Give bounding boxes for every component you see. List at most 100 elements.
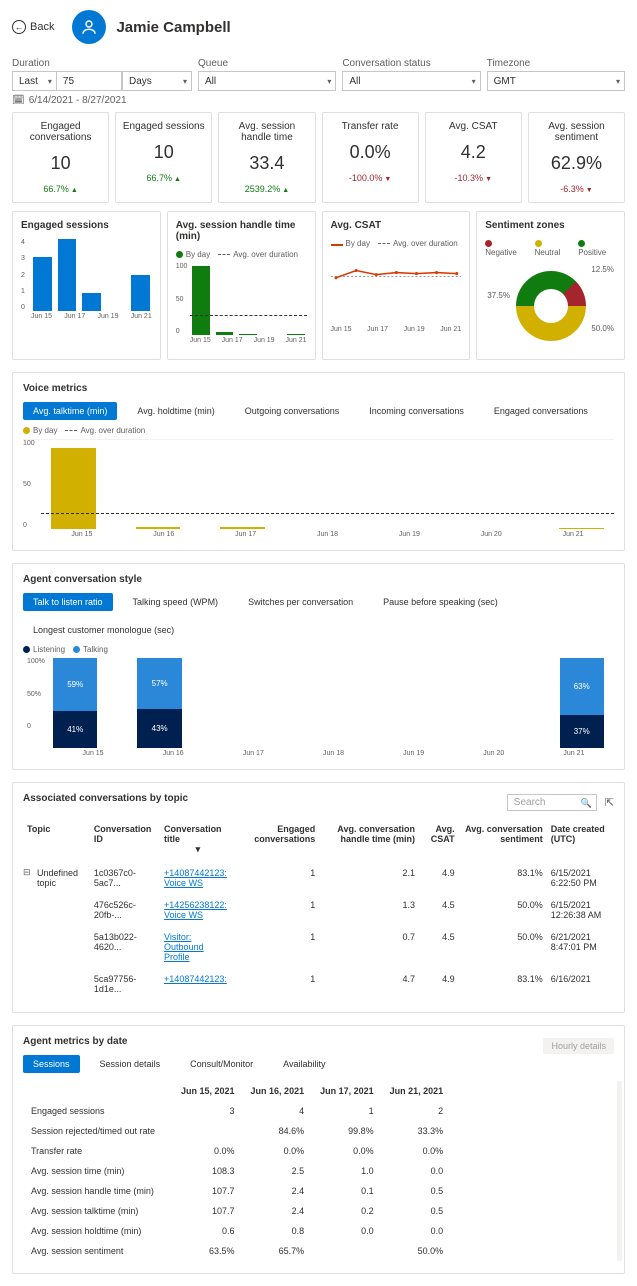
table-row: Undefined topic 1c0367c0-5ac7... +140874… (23, 862, 614, 895)
kpi-title: Engaged conversations (19, 121, 102, 143)
chart-bar (559, 528, 604, 529)
style-tab[interactable]: Pause before speaking (sec) (373, 593, 508, 611)
search-icon: 🔍 (581, 798, 592, 809)
status-label: Conversation status (342, 58, 480, 69)
table-row: Transfer rate0.0%0.0%0.0%0.0% (23, 1141, 451, 1161)
bydate-tab[interactable]: Availability (273, 1055, 335, 1073)
kpi-delta: -100.0% (329, 173, 412, 183)
kpi-delta: -6.3% (535, 184, 618, 194)
kpi-title: Transfer rate (329, 121, 412, 132)
date-col-header: Jun 16, 2021 (243, 1081, 313, 1101)
tz-label: Timezone (487, 58, 625, 69)
metric-row-label: Session rejected/timed out rate (23, 1121, 173, 1141)
kpi-delta: 66.7% (19, 184, 102, 194)
topics-table: TopicConversation IDConversation title▾E… (23, 818, 614, 1000)
conversation-link[interactable]: +14256238122:Voice WS (164, 900, 227, 920)
metric-row-label: Avg. session holdtime (min) (23, 1221, 173, 1241)
bydate-tab[interactable]: Session details (90, 1055, 171, 1073)
kpi-card: Engaged conversations 10 66.7% (12, 112, 109, 203)
table-row: Avg. session sentiment63.5%65.7%50.0% (23, 1241, 451, 1261)
voice-metrics-section: Voice metrics Avg. talktime (min)Avg. ho… (12, 372, 625, 551)
agent-name: Jamie Campbell (116, 19, 230, 36)
metric-row-label: Transfer rate (23, 1141, 173, 1161)
duration-unit-select[interactable]: Days▾ (122, 71, 192, 91)
link-out-icon[interactable]: ⇱ (605, 796, 614, 809)
queue-label: Queue (198, 58, 336, 69)
duration-count-input[interactable]: 75 (56, 71, 122, 91)
date-col-header: Jun 21, 2021 (382, 1081, 452, 1101)
kpi-card: Avg. session sentiment 62.9% -6.3% (528, 112, 625, 203)
chart-bar (58, 239, 77, 311)
voice-tab[interactable]: Engaged conversations (484, 402, 598, 420)
date-range: 6/14/2021 - 8/27/2021 (29, 95, 127, 106)
table-row: Avg. session time (min)108.32.51.00.0 (23, 1161, 451, 1181)
back-button[interactable]: ← Back (12, 20, 54, 34)
search-placeholder: Search (514, 797, 546, 808)
voice-tab[interactable]: Avg. holdtime (min) (127, 402, 224, 420)
chart-bar (287, 334, 305, 335)
metric-row-label: Avg. session talktime (min) (23, 1201, 173, 1221)
kpi-title: Avg. CSAT (432, 121, 515, 132)
sentiment-zones-chart: Sentiment zones Negative Neutral Positiv… (476, 211, 625, 360)
back-arrow-icon: ← (12, 20, 26, 34)
kpi-delta: -10.3% (432, 173, 515, 183)
csat-chart: Avg. CSAT By day Avg. over duration Jun … (322, 211, 471, 360)
metric-row-label: Avg. session time (min) (23, 1161, 173, 1181)
handle-time-chart: Avg. session handle time (min) By day Av… (167, 211, 316, 360)
conversation-link[interactable]: Visitor: OutboundProfile (164, 932, 204, 962)
table-header[interactable]: Topic (23, 818, 90, 862)
table-header[interactable]: Conversation title▾ (160, 818, 236, 862)
table-header[interactable]: Avg. CSAT (419, 818, 459, 862)
table-header[interactable]: Engaged conversations (236, 818, 320, 862)
kpi-delta: 2539.2% (225, 184, 308, 194)
bydate-tab[interactable]: Sessions (23, 1055, 80, 1073)
chart-bar (51, 448, 96, 529)
bydate-tab[interactable]: Consult/Monitor (180, 1055, 263, 1073)
chart-bar (220, 527, 265, 529)
table-header[interactable]: Avg. conversation sentiment (459, 818, 547, 862)
table-row: Engaged sessions3412 (23, 1101, 451, 1121)
table-row: Avg. session holdtime (min)0.60.80.00.0 (23, 1221, 451, 1241)
style-tab[interactable]: Switches per conversation (238, 593, 363, 611)
table-header[interactable]: Conversation ID (90, 818, 160, 862)
chart-bar (192, 266, 210, 335)
kpi-card: Engaged sessions 10 66.7% (115, 112, 212, 203)
agent-avatar (72, 10, 106, 44)
style-tab[interactable]: Longest customer monologue (sec) (23, 621, 184, 639)
chart-bar (131, 275, 150, 311)
scrollbar[interactable] (617, 1081, 622, 1261)
conversation-link[interactable]: +14087442123:Voice WS (164, 868, 227, 888)
topic-search-input[interactable]: Search 🔍 (507, 794, 597, 811)
metrics-table: Jun 15, 2021Jun 16, 2021Jun 17, 2021Jun … (23, 1081, 451, 1261)
status-select[interactable]: All▾ (342, 71, 480, 91)
kpi-title: Avg. session handle time (225, 121, 308, 143)
voice-tab[interactable]: Incoming conversations (359, 402, 474, 420)
voice-tab[interactable]: Outgoing conversations (235, 402, 350, 420)
kpi-delta: 66.7% (122, 173, 205, 183)
conversation-link[interactable]: +14087442123: (164, 974, 227, 984)
duration-window-select[interactable]: Last▾ (12, 71, 56, 91)
date-col-header: Jun 15, 2021 (173, 1081, 243, 1101)
tz-select[interactable]: GMT▾ (487, 71, 625, 91)
back-label: Back (30, 21, 54, 33)
table-header[interactable]: Avg. conversation handle time (min) (319, 818, 419, 862)
topics-section: Associated conversations by topic Search… (12, 782, 625, 1013)
conversation-style-section: Agent conversation style Talk to listen … (12, 563, 625, 770)
voice-tab[interactable]: Avg. talktime (min) (23, 402, 117, 420)
chart-bar (136, 527, 181, 529)
kpi-card: Transfer rate 0.0% -100.0% (322, 112, 419, 203)
style-tab[interactable]: Talk to listen ratio (23, 593, 113, 611)
stacked-bar: 63% 37% (560, 658, 604, 748)
style-tab[interactable]: Talking speed (WPM) (123, 593, 229, 611)
stacked-bar: 57% 43% (137, 658, 181, 748)
engaged-sessions-chart: Engaged sessions 43210 Jun 15Jun 17Jun 1… (12, 211, 161, 360)
table-header[interactable]: Date created (UTC) (547, 818, 614, 862)
table-row: 5ca97756-1d1e... +14087442123: 1 4.7 4.9… (23, 968, 614, 1000)
metric-row-label: Avg. session handle time (min) (23, 1181, 173, 1201)
queue-select[interactable]: All▾ (198, 71, 336, 91)
chart-bar (239, 334, 257, 335)
kpi-title: Engaged sessions (122, 121, 205, 132)
kpi-card: Avg. CSAT 4.2 -10.3% (425, 112, 522, 203)
chart-bar (33, 257, 52, 311)
hourly-details-button[interactable]: Hourly details (543, 1038, 614, 1054)
